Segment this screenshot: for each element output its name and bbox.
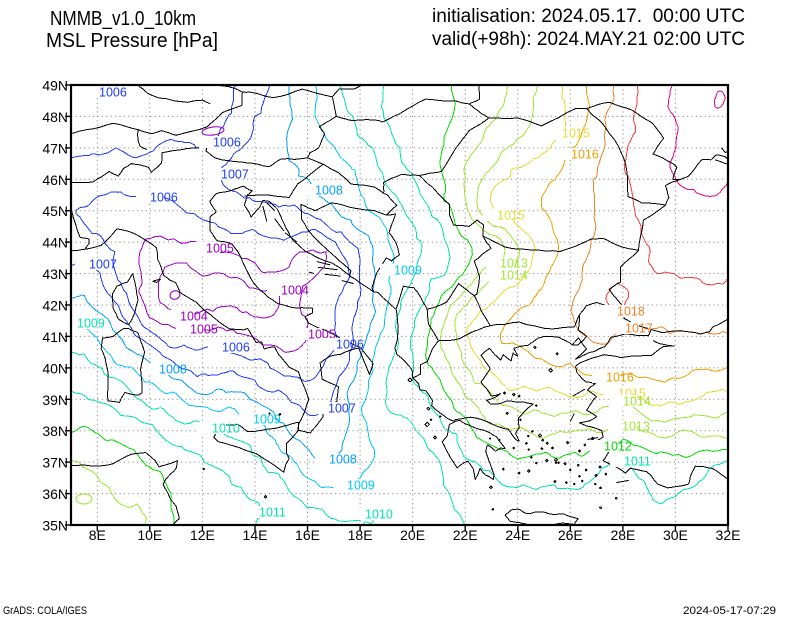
svg-text:20E: 20E xyxy=(400,527,425,543)
svg-text:35N: 35N xyxy=(42,518,68,534)
svg-text:32E: 32E xyxy=(716,527,741,543)
svg-text:1011: 1011 xyxy=(624,455,651,469)
svg-text:36N: 36N xyxy=(42,486,68,502)
svg-text:1008: 1008 xyxy=(329,453,357,467)
svg-text:1005: 1005 xyxy=(206,242,234,256)
svg-text:initialisation: 2024.05.17. 0: initialisation: 2024.05.17. 00:00 UTC xyxy=(432,6,745,27)
svg-text:1018: 1018 xyxy=(617,305,645,319)
svg-text:22E: 22E xyxy=(453,527,478,543)
svg-text:1006: 1006 xyxy=(222,341,250,355)
svg-text:1013: 1013 xyxy=(500,257,528,271)
svg-text:14E: 14E xyxy=(243,527,268,543)
svg-text:1004: 1004 xyxy=(180,310,208,324)
svg-text:47N: 47N xyxy=(42,140,68,156)
svg-text:1007: 1007 xyxy=(89,258,117,272)
svg-text:43N: 43N xyxy=(42,266,68,282)
svg-text:1013: 1013 xyxy=(622,420,650,434)
svg-text:38N: 38N xyxy=(42,423,68,439)
svg-text:41N: 41N xyxy=(42,329,68,345)
svg-text:8E: 8E xyxy=(89,527,106,543)
svg-text:valid(+98h): 2024.MAY.21 02:00: valid(+98h): 2024.MAY.21 02:00 UTC xyxy=(432,29,745,50)
svg-text:GrADS: COLA/IGES: GrADS: COLA/IGES xyxy=(3,605,87,617)
svg-text:1006: 1006 xyxy=(213,136,241,150)
svg-text:1015: 1015 xyxy=(497,209,525,223)
svg-text:26E: 26E xyxy=(558,527,583,543)
svg-text:1016: 1016 xyxy=(606,371,634,385)
svg-text:1005: 1005 xyxy=(190,323,218,337)
svg-text:48N: 48N xyxy=(42,109,68,125)
svg-text:1008: 1008 xyxy=(159,363,187,377)
svg-text:MSL Pressure [hPa]: MSL Pressure [hPa] xyxy=(46,30,218,52)
svg-text:1006: 1006 xyxy=(99,86,127,100)
svg-text:1017: 1017 xyxy=(625,322,653,336)
svg-text:44N: 44N xyxy=(42,235,68,251)
svg-text:18E: 18E xyxy=(348,527,373,543)
svg-text:39N: 39N xyxy=(42,392,68,408)
svg-text:1009: 1009 xyxy=(347,479,375,493)
svg-text:1007: 1007 xyxy=(221,168,249,182)
svg-text:1011: 1011 xyxy=(259,506,286,520)
svg-text:1016: 1016 xyxy=(571,148,599,162)
svg-text:1015: 1015 xyxy=(562,127,590,141)
svg-text:1010: 1010 xyxy=(212,422,240,436)
svg-text:16E: 16E xyxy=(295,527,320,543)
svg-text:1012: 1012 xyxy=(604,440,632,454)
svg-text:1009: 1009 xyxy=(77,317,105,331)
svg-text:1009: 1009 xyxy=(394,264,422,278)
svg-text:28E: 28E xyxy=(610,527,635,543)
svg-text:40N: 40N xyxy=(42,360,68,376)
svg-text:24E: 24E xyxy=(505,527,530,543)
svg-text:NMMB_v1.0_10km: NMMB_v1.0_10km xyxy=(50,8,196,30)
svg-text:1010: 1010 xyxy=(365,508,393,522)
svg-text:1004: 1004 xyxy=(281,284,309,298)
svg-text:49N: 49N xyxy=(42,78,68,94)
svg-text:1014: 1014 xyxy=(500,269,528,283)
svg-text:42N: 42N xyxy=(42,298,68,314)
svg-text:1009: 1009 xyxy=(253,413,281,427)
svg-text:37N: 37N xyxy=(42,455,68,471)
svg-text:46N: 46N xyxy=(42,172,68,188)
svg-text:1006: 1006 xyxy=(336,338,364,352)
svg-text:12E: 12E xyxy=(190,527,215,543)
svg-text:1007: 1007 xyxy=(328,402,356,416)
svg-text:1008: 1008 xyxy=(315,184,343,198)
svg-text:45N: 45N xyxy=(42,203,68,219)
svg-text:10E: 10E xyxy=(137,527,162,543)
svg-text:30E: 30E xyxy=(663,527,688,543)
svg-text:1006: 1006 xyxy=(150,191,178,205)
svg-text:1014: 1014 xyxy=(623,395,651,409)
svg-text:2024-05-17-07:29: 2024-05-17-07:29 xyxy=(683,605,776,617)
